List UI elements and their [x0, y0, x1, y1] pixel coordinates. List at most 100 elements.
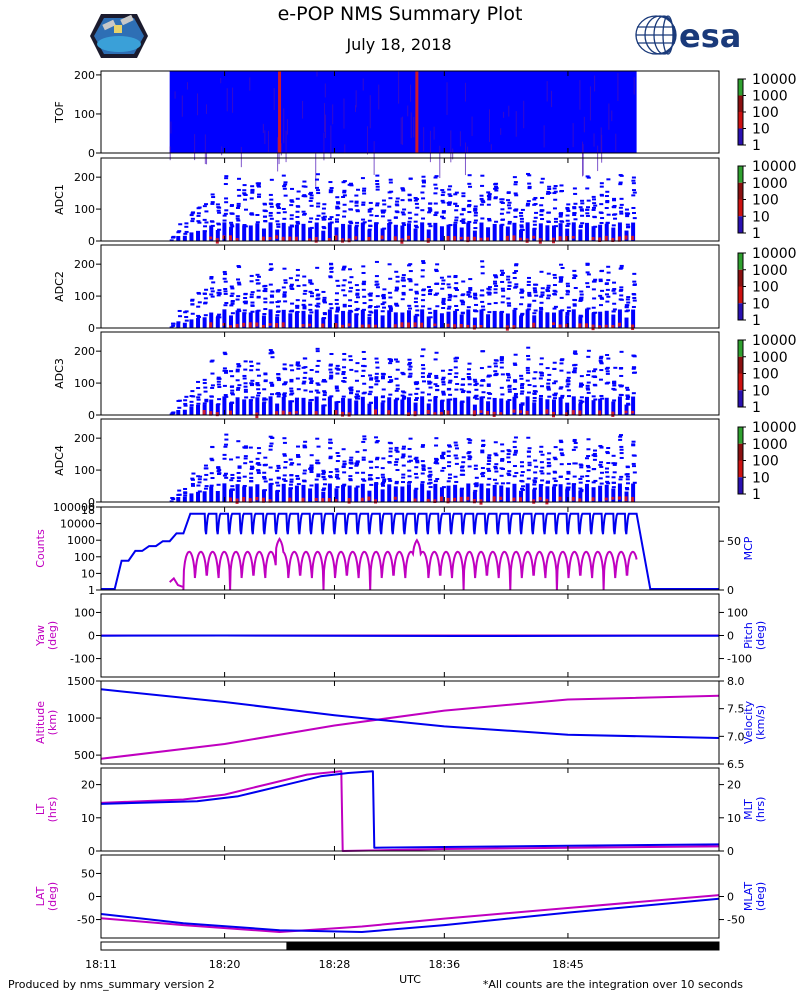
adc1-count-dash: [380, 210, 385, 213]
adc3-count-dash: [282, 393, 287, 396]
adc2-count-dash: [487, 288, 492, 291]
lt-mlt-panel-frame: [100, 767, 720, 852]
adc2-count-dash: [362, 302, 367, 305]
adc4-count-dash: [369, 483, 374, 486]
adc4-count-dash: [546, 472, 551, 475]
adc3-count-dash: [328, 377, 333, 380]
adc3-count-dash: [499, 358, 504, 361]
adc3-hot-base: [281, 410, 285, 416]
adc2-count-dash: [315, 294, 320, 297]
adc2-count-dash: [532, 312, 537, 315]
adc2-count-dash: [230, 287, 235, 290]
adc3-column: [288, 400, 293, 415]
adc2-hot-base: [261, 324, 265, 328]
adc3-count-dash: [520, 390, 525, 393]
adc3-column: [341, 397, 346, 415]
adc1-hot-base: [341, 238, 345, 243]
adc2-count-dash: [480, 305, 485, 308]
adc2-count-dash: [308, 279, 313, 282]
adc1-count-dash: [558, 213, 563, 216]
adc1-count-dash: [420, 209, 425, 212]
adc1-count-dash: [309, 226, 314, 229]
adc3-count-dash: [560, 394, 565, 397]
adc2-count-dash: [368, 294, 373, 297]
adc3-column: [400, 399, 405, 415]
adc4-count-dash: [393, 463, 398, 466]
adc3-column: [261, 402, 266, 415]
adc1-count-dash: [486, 194, 491, 197]
adc1-count-dash: [506, 191, 511, 194]
adc2-count-dash: [268, 283, 273, 286]
adc1-count-dash: [427, 211, 432, 214]
adc3-count-dash: [426, 393, 431, 396]
adc1-count-dash: [355, 221, 360, 224]
tof-speckle: [582, 141, 584, 177]
adc1-count-dash: [230, 212, 235, 215]
adc4-count-dash: [520, 487, 525, 490]
adc2-count-dash: [612, 292, 617, 295]
adc1-count-dash: [566, 203, 571, 206]
adc3-count-dash: [355, 362, 360, 365]
adc2-column: [512, 309, 517, 328]
adc3-hot-base: [341, 411, 345, 417]
adc3-count-dash: [467, 368, 472, 371]
adc4-column: [565, 489, 570, 502]
adc1-hot-base: [209, 236, 213, 240]
adc1-count-dash: [553, 225, 558, 228]
adc1-count-dash: [532, 220, 537, 223]
adc3-count-dash: [243, 360, 248, 363]
adc2-count-dash: [421, 262, 426, 265]
adc3-count-dash: [236, 386, 241, 389]
adc1-count-dash: [618, 174, 623, 177]
adc3-count-dash: [453, 375, 458, 378]
adc1-count-dash: [527, 174, 532, 177]
adc2-count-dash: [362, 295, 367, 298]
adc2-column: [341, 310, 346, 328]
adc4-hot-base: [268, 499, 272, 503]
adc3-hot-base: [486, 411, 490, 416]
yaw-pitch-panel-ytick-label-left: 100: [74, 606, 95, 619]
adc1-count-dash: [342, 191, 347, 194]
adc4-count-dash: [553, 446, 558, 449]
adc2-count-dash: [420, 299, 425, 302]
adc1-count-dash: [367, 210, 372, 213]
adc3-count-dash: [374, 383, 379, 386]
adc2-count-dash: [612, 302, 617, 305]
adc4-count-dash: [170, 497, 175, 500]
adc2-panel-colorbar-segment: [738, 286, 743, 304]
adc4-hot-base: [538, 497, 542, 501]
tof-speckle: [355, 90, 357, 108]
adc2-count-dash: [606, 271, 611, 274]
adc4-count-dash: [407, 447, 412, 450]
adc3-count-dash: [235, 388, 240, 391]
adc2-count-dash: [472, 296, 477, 299]
adc2-count-dash: [552, 273, 557, 276]
adc4-count-dash: [309, 484, 314, 487]
adc2-count-dash: [301, 303, 306, 306]
adc2-count-dash: [223, 290, 228, 293]
adc4-count-dash: [598, 463, 603, 466]
adc3-count-dash: [566, 371, 571, 374]
adc2-count-dash: [355, 293, 360, 296]
adc1-count-dash: [349, 222, 354, 225]
adc3-count-dash: [433, 358, 438, 361]
adc3-count-dash: [613, 366, 618, 369]
adc3-count-dash: [591, 395, 596, 398]
series-mlat: [100, 897, 720, 933]
adc4-count-dash: [387, 461, 392, 464]
adc1-column: [565, 228, 570, 241]
adc2-count-dash: [460, 312, 465, 315]
adc1-count-dash: [433, 202, 438, 205]
adc3-count-dash: [380, 372, 385, 375]
adc1-count-dash: [507, 207, 512, 210]
adc2-count-dash: [632, 283, 637, 286]
adc3-count-dash: [202, 402, 207, 405]
adc4-count-dash: [573, 442, 578, 445]
adc4-count-dash: [572, 439, 577, 442]
adc4-count-dash: [566, 472, 571, 475]
adc4-column: [538, 484, 543, 502]
adc1-hot-base: [505, 235, 509, 241]
adc1-column: [617, 222, 622, 241]
adc4-count-dash: [296, 455, 301, 458]
adc2-count-dash: [539, 270, 544, 273]
